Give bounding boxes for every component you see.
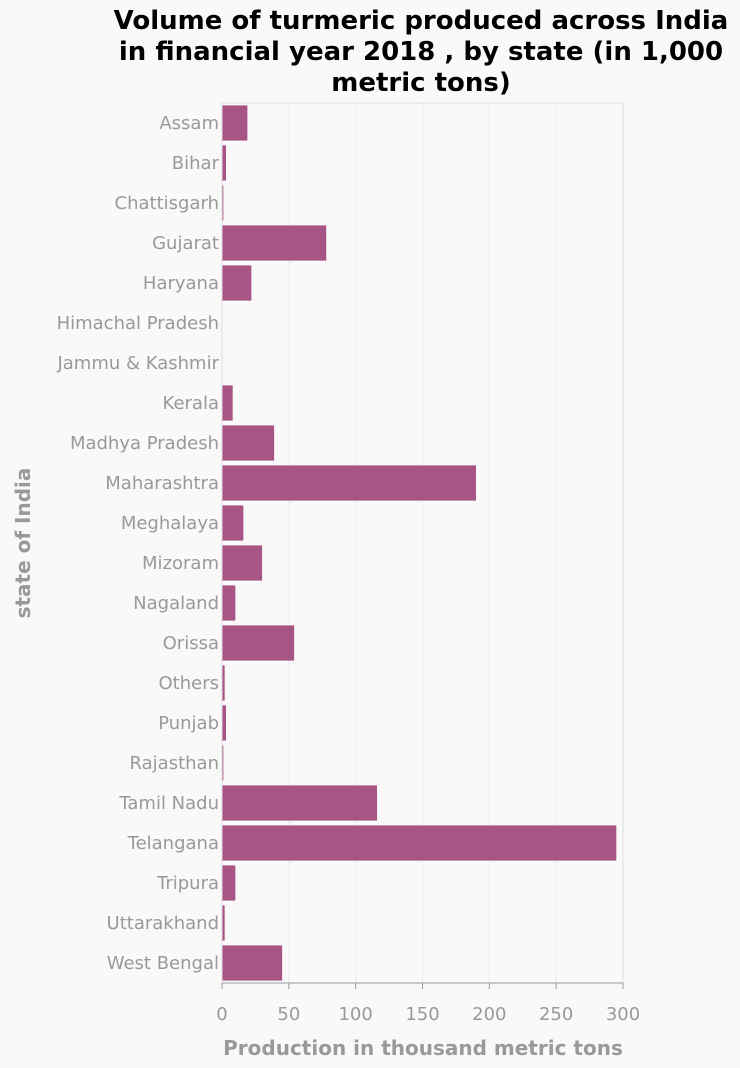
chart-title: Volume of turmeric produced across India… <box>114 6 729 98</box>
y-tick-label: Mizoram <box>142 553 219 574</box>
bar-west-bengal <box>222 945 283 981</box>
y-tick-label: Chattisgarh <box>115 193 219 214</box>
bar-nagaland <box>222 585 236 621</box>
bar-bihar <box>222 145 227 181</box>
y-tick-label: Rajasthan <box>130 753 219 774</box>
y-tick-label: Meghalaya <box>121 513 219 534</box>
x-tick-label: 300 <box>606 1004 640 1025</box>
y-tick-label: Bihar <box>172 153 220 174</box>
bar-others <box>222 665 225 701</box>
bars <box>222 105 617 981</box>
bar-mizoram <box>222 545 263 581</box>
x-tick-labels: 0 50 100 150 200 250 300 <box>216 983 640 1025</box>
chart-title-line-3: metric tons) <box>331 68 511 98</box>
y-tick-label: Madhya Pradesh <box>70 433 219 454</box>
bar-rajasthan <box>222 745 224 781</box>
x-axis-title: Production in thousand metric tons <box>223 1036 623 1060</box>
bar-gujarat <box>222 225 327 261</box>
x-tick-label: 250 <box>539 1004 573 1025</box>
bar-punjab <box>222 705 227 741</box>
y-tick-label: Tripura <box>156 873 219 894</box>
y-tick-label: Jammu & Kashmir <box>56 353 219 374</box>
chart-title-line-2: in financial year 2018 , by state (in 1,… <box>119 37 723 67</box>
y-tick-label: Maharashtra <box>105 473 219 494</box>
y-axis-title: state of India <box>11 468 35 619</box>
bar-chattisgarh <box>222 185 224 221</box>
y-tick-label: Assam <box>159 113 219 134</box>
bar-tripura <box>222 865 236 901</box>
y-tick-label: West Bengal <box>107 953 219 974</box>
x-tick-label: 100 <box>338 1004 372 1025</box>
y-tick-label: Himachal Pradesh <box>57 313 219 334</box>
y-tick-label: Gujarat <box>152 233 219 254</box>
x-tick-label: 150 <box>405 1004 439 1025</box>
bar-madhya-pradesh <box>222 425 275 461</box>
x-tick-label: 50 <box>277 1004 300 1025</box>
y-tick-label: Orissa <box>163 633 219 654</box>
bar-maharashtra <box>222 465 476 501</box>
x-tick-label: 0 <box>216 1004 227 1025</box>
bar-tamil-nadu <box>222 785 378 821</box>
y-tick-label: Telangana <box>127 833 219 854</box>
x-tick-label: 200 <box>472 1004 506 1025</box>
y-tick-label: Kerala <box>163 393 219 414</box>
bar-meghalaya <box>222 505 244 541</box>
y-tick-label: Haryana <box>143 273 219 294</box>
y-tick-label: Others <box>159 673 220 694</box>
y-tick-label: Tamil Nadu <box>118 793 219 814</box>
bar-assam <box>222 105 248 141</box>
bar-telangana <box>222 825 617 861</box>
y-tick-label: Nagaland <box>133 593 219 614</box>
bar-haryana <box>222 265 252 301</box>
bar-orissa <box>222 625 295 661</box>
y-tick-labels: Assam Bihar Chattisgarh Gujarat Haryana Himac… <box>56 113 219 974</box>
y-tick-label: Uttarakhand <box>107 913 219 934</box>
bar-uttarakhand <box>222 905 225 941</box>
bar-kerala <box>222 385 233 421</box>
y-tick-label: Punjab <box>158 713 219 734</box>
chart-title-line-1: Volume of turmeric produced across India <box>114 6 729 36</box>
